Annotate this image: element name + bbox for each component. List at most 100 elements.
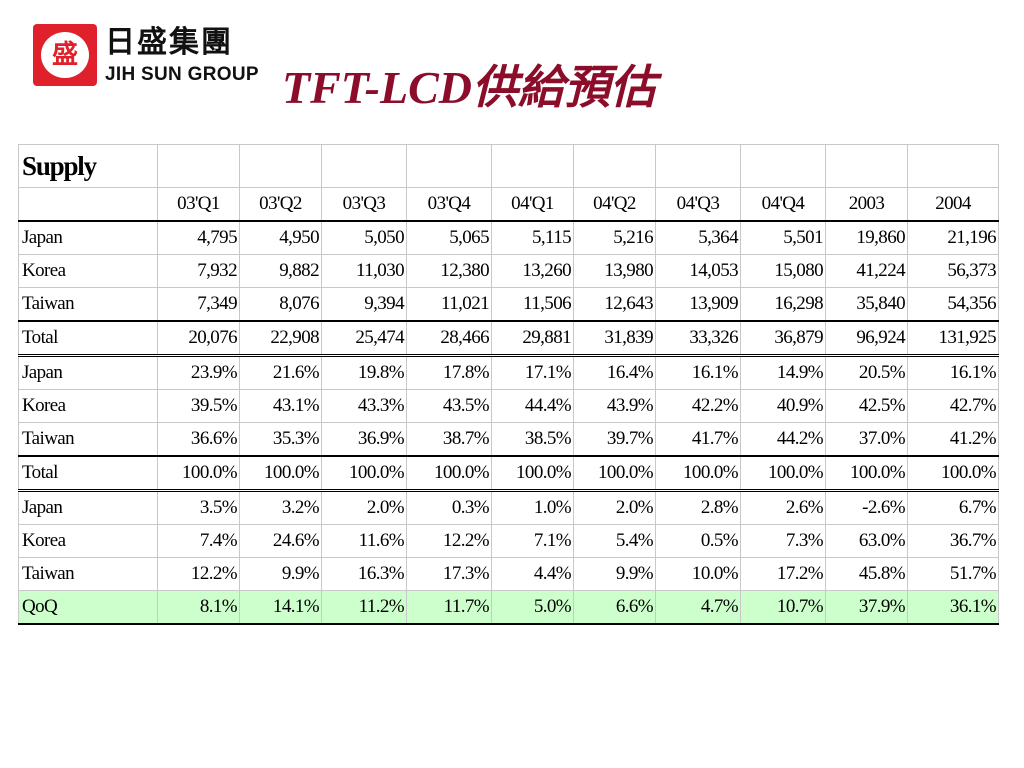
- table-cell: 22,908: [239, 320, 322, 356]
- table-cell: 2.6%: [740, 489, 826, 525]
- table-cell: 40.9%: [740, 389, 826, 423]
- table-cell: 15,080: [740, 254, 826, 288]
- company-logo: 盛 日盛集團 JIH SUN GROUP: [33, 24, 259, 88]
- logo-emblem-circle: 盛: [41, 32, 89, 78]
- table-cell: 9.9%: [573, 557, 656, 591]
- table-cell: 4.4%: [491, 557, 574, 591]
- table-cell: 0.3%: [406, 489, 492, 525]
- empty-cell: [321, 144, 407, 188]
- empty-cell: [239, 144, 322, 188]
- table-cell: 28,466: [406, 320, 492, 356]
- row-label: Korea: [18, 524, 158, 558]
- table-cell: 11,506: [491, 287, 574, 322]
- empty-cell: [740, 144, 826, 188]
- table-cell: 16.3%: [321, 557, 407, 591]
- table-cell: 96,924: [825, 320, 908, 356]
- table-cell: 12,643: [573, 287, 656, 322]
- table-cell: 16.1%: [907, 354, 999, 390]
- table-cell: 11,021: [406, 287, 492, 322]
- table-cell: 100.0%: [655, 455, 741, 491]
- column-header: 2003: [825, 187, 908, 222]
- column-header: 03'Q2: [239, 187, 322, 222]
- logo-name-chinese: 日盛集團: [105, 25, 233, 60]
- row-label: Korea: [18, 389, 158, 423]
- row-label: Total: [18, 455, 158, 491]
- table-cell: 33,326: [655, 320, 741, 356]
- logo-emblem-glyph: 盛: [51, 40, 78, 70]
- row-label: Korea: [18, 254, 158, 288]
- table-cell: 36.6%: [157, 422, 240, 457]
- table-cell: 13,260: [491, 254, 574, 288]
- supply-row: Japan 4,795 4,950 5,050 5,065 5,115 5,216 5,364…: [18, 220, 999, 255]
- table-cell: 25,474: [321, 320, 407, 356]
- table-cell: 6.7%: [907, 489, 999, 525]
- table-cell: 43.3%: [321, 389, 407, 423]
- column-header: 03'Q3: [321, 187, 407, 222]
- table-cell: 5.4%: [573, 524, 656, 558]
- table-cell: 41,224: [825, 254, 908, 288]
- column-header: 2004: [907, 187, 999, 222]
- table-cell: 3.2%: [239, 489, 322, 525]
- table-cell: 38.7%: [406, 422, 492, 457]
- empty-cell: [907, 144, 999, 188]
- table-cell: 8,076: [239, 287, 322, 322]
- supply-row: Korea 7,932 9,882 11,030 12,380 13,260 13,980 1…: [18, 254, 999, 288]
- table-cell: 131,925: [907, 320, 999, 356]
- table-cell: 11.6%: [321, 524, 407, 558]
- table-cell: 5,115: [491, 220, 574, 255]
- table-cell: 16.1%: [655, 354, 741, 390]
- table-cell: 2.0%: [573, 489, 656, 525]
- table-caption: Supply: [18, 144, 158, 188]
- table-cell: 10.7%: [740, 590, 826, 625]
- table-cell: 20,076: [157, 320, 240, 356]
- supply-table: Supply 03'Q1 03'Q2 03'Q3 03'Q4 04'Q1 04'Q2 04'Q…: [18, 144, 999, 625]
- table-cell: 43.5%: [406, 389, 492, 423]
- table-cell: 100.0%: [491, 455, 574, 491]
- table-cell: 100.0%: [740, 455, 826, 491]
- table-cell: 7,349: [157, 287, 240, 322]
- column-header: 04'Q3: [655, 187, 741, 222]
- table-cell: 5,065: [406, 220, 492, 255]
- table-cell: 8.1%: [157, 590, 240, 625]
- table-cell: 42.7%: [907, 389, 999, 423]
- table-cell: 7.3%: [740, 524, 826, 558]
- table-cell: 45.8%: [825, 557, 908, 591]
- row-label: QoQ: [18, 590, 158, 625]
- table-cell: 0.5%: [655, 524, 741, 558]
- table-cell: 13,980: [573, 254, 656, 288]
- column-header: 04'Q1: [491, 187, 574, 222]
- table-cell: 5,216: [573, 220, 656, 255]
- row-label: Japan: [18, 489, 158, 525]
- growth-row: Korea 7.4% 24.6% 11.6% 12.2% 7.1% 5.4% 0.5% 7.3%…: [18, 524, 999, 558]
- table-cell: 5.0%: [491, 590, 574, 625]
- table-cell: 100.0%: [157, 455, 240, 491]
- table-cell: 14.1%: [239, 590, 322, 625]
- empty-cell: [825, 144, 908, 188]
- column-header: 04'Q2: [573, 187, 656, 222]
- table-cell: 7,932: [157, 254, 240, 288]
- table-cell: 12,380: [406, 254, 492, 288]
- table-cell: 5,501: [740, 220, 826, 255]
- table-cell: 17.1%: [491, 354, 574, 390]
- table-cell: -2.6%: [825, 489, 908, 525]
- table-cell: 14,053: [655, 254, 741, 288]
- table-cell: 43.1%: [239, 389, 322, 423]
- table-cell: 10.0%: [655, 557, 741, 591]
- table-cell: 5,364: [655, 220, 741, 255]
- table-cell: 42.2%: [655, 389, 741, 423]
- growth-row: Taiwan 12.2% 9.9% 16.3% 17.3% 4.4% 9.9% 10.0% 17…: [18, 557, 999, 591]
- table-cell: 11.2%: [321, 590, 407, 625]
- table-cell: 43.9%: [573, 389, 656, 423]
- table-cell: 14.9%: [740, 354, 826, 390]
- table-cell: 100.0%: [321, 455, 407, 491]
- table-cell: 16,298: [740, 287, 826, 322]
- row-label: Taiwan: [18, 557, 158, 591]
- table-cell: 44.2%: [740, 422, 826, 457]
- table-cell: 42.5%: [825, 389, 908, 423]
- table-cell: 17.8%: [406, 354, 492, 390]
- page-title: TFT-LCD供給預估: [282, 62, 656, 113]
- supply-row: Taiwan 7,349 8,076 9,394 11,021 11,506 12,643 1…: [18, 287, 999, 322]
- table-cell: 5,050: [321, 220, 407, 255]
- row-label: Total: [18, 320, 158, 356]
- table-cell: 100.0%: [573, 455, 656, 491]
